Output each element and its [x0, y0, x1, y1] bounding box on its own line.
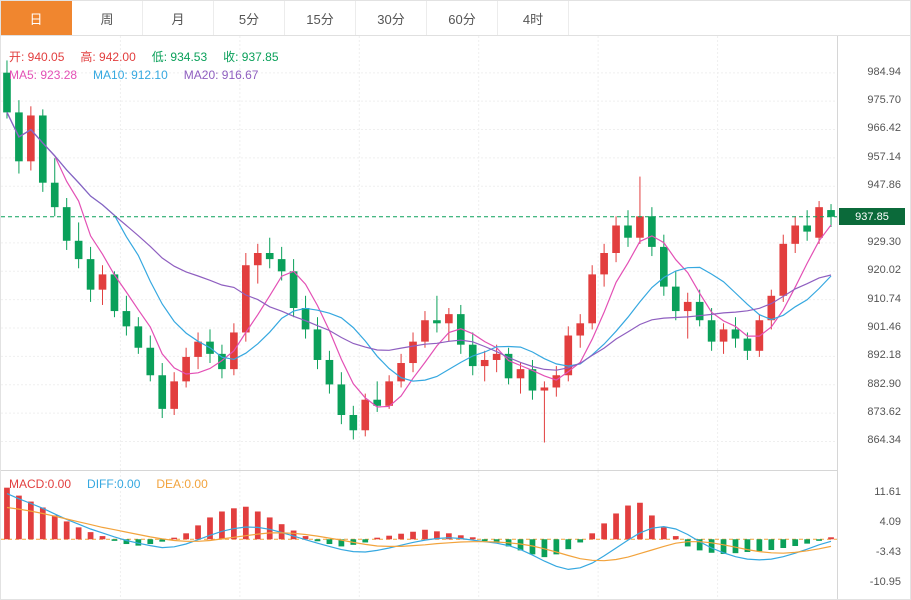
price-axis-label: 910.74: [867, 292, 901, 305]
price-axis-label: 920.02: [867, 264, 901, 277]
price-axis: 937.85 984.94 975.70 966.42 957.14 947.86 929…: [837, 36, 910, 599]
timeframe-tab[interactable]: 月: [143, 1, 214, 35]
timeframe-tab[interactable]: 60分: [427, 1, 498, 35]
timeframe-tab[interactable]: 周: [72, 1, 143, 35]
macd-axis-label: -10.95: [869, 575, 901, 588]
macd-axis-label: 11.61: [874, 486, 901, 499]
price-axis-label: 947.86: [867, 179, 901, 192]
macd-axis-label: -3.43: [875, 545, 901, 558]
timeframe-tabs: 日周月 5分 15分 30分 60分 4时: [1, 1, 910, 36]
price-axis-label: 864.34: [867, 434, 901, 447]
timeframe-tab[interactable]: 4时: [498, 1, 569, 35]
macd-chart[interactable]: [1, 471, 837, 600]
macd-axis-label: 4.09: [879, 516, 901, 529]
price-axis-label: 892.18: [867, 349, 901, 362]
timeframe-tab[interactable]: 5分: [214, 1, 285, 35]
candlestick-chart[interactable]: [1, 36, 837, 470]
price-axis-label: 873.62: [867, 406, 901, 419]
main-chart-panel[interactable]: 开: 940.05 高: 942.00 低: 934.53 收: 937.85 MA5…: [1, 36, 837, 470]
price-axis-label: 966.42: [867, 122, 901, 135]
timeframe-tab[interactable]: 30分: [356, 1, 427, 35]
price-axis-label: 929.30: [867, 235, 901, 248]
price-axis-label: 957.14: [867, 150, 901, 163]
price-axis-label: 901.46: [867, 321, 901, 333]
price-axis-label: 882.90: [867, 377, 901, 390]
price-axis-label: 984.94: [867, 65, 901, 78]
current-price-tag: 937.85: [839, 208, 905, 226]
timeframe-tab[interactable]: 15分: [285, 1, 356, 35]
panel-divider: [1, 470, 910, 471]
price-axis-label: 975.70: [867, 94, 901, 107]
timeframe-tab[interactable]: 日: [1, 1, 72, 35]
macd-panel[interactable]: MACD:0.00 DIFF:0.00 DEA:0.00: [1, 471, 837, 600]
